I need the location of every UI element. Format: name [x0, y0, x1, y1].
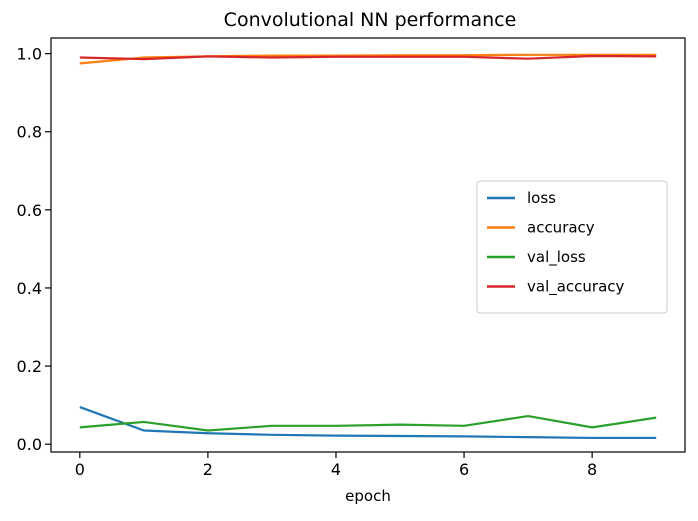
- chart-title: Convolutional NN performance: [224, 9, 517, 31]
- series-line-val-loss: [79, 414, 657, 432]
- x-axis-label: epoch: [345, 487, 391, 505]
- series-layer: [79, 53, 657, 440]
- series-line-loss: [79, 406, 657, 440]
- y-tick-label: 1.0: [17, 45, 42, 64]
- x-tick-label: 0: [75, 460, 85, 479]
- legend-label-accuracy: accuracy: [527, 219, 595, 237]
- x-tick-label: 6: [459, 460, 469, 479]
- x-tick-label: 8: [587, 460, 597, 479]
- y-tick-label: 0.4: [17, 279, 42, 298]
- legend-box: [476, 180, 668, 314]
- y-tick-label: 0.8: [17, 123, 42, 142]
- series-line-val-accuracy: [79, 54, 657, 61]
- legend: loss accuracy val_loss val_accuracy: [476, 180, 668, 314]
- x-tick-label: 2: [203, 460, 213, 479]
- legend-label-val-accuracy: val_accuracy: [527, 278, 625, 297]
- y-tick-label: 0.6: [17, 201, 42, 220]
- y-tick-label: 0.0: [17, 435, 42, 454]
- x-tick-label: 4: [331, 460, 341, 479]
- legend-label-val-loss: val_loss: [527, 248, 586, 267]
- legend-label-loss: loss: [527, 189, 556, 207]
- y-tick-label: 0.2: [17, 357, 42, 376]
- tick-layer: 0 2 4 6 8 0.0 0.2 0.4 0.6 0.8 1.0: [17, 45, 598, 479]
